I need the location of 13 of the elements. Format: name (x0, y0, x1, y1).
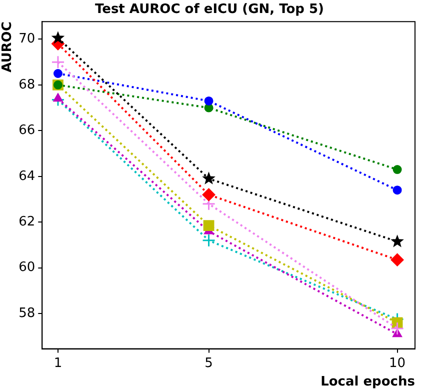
x-tick-label: 1 (54, 356, 62, 371)
y-tick-label: 62 (18, 214, 36, 230)
chart-title: Test AUROC of eICU (GN, Top 5) (94, 2, 324, 18)
x-tick-label: 5 (204, 356, 213, 371)
y-tick-label: 60 (18, 260, 36, 276)
y-tick-label: 64 (18, 168, 36, 184)
y-tick-label: 70 (18, 32, 36, 47)
y-tick-label: 68 (18, 77, 36, 92)
x-tick-label: 10 (389, 356, 406, 371)
x-axis-title: Local epochs (320, 374, 416, 390)
y-tick-label: 66 (18, 123, 36, 138)
y-tick-label: 58 (18, 306, 36, 321)
y-axis-title: AUROC (0, 22, 16, 72)
